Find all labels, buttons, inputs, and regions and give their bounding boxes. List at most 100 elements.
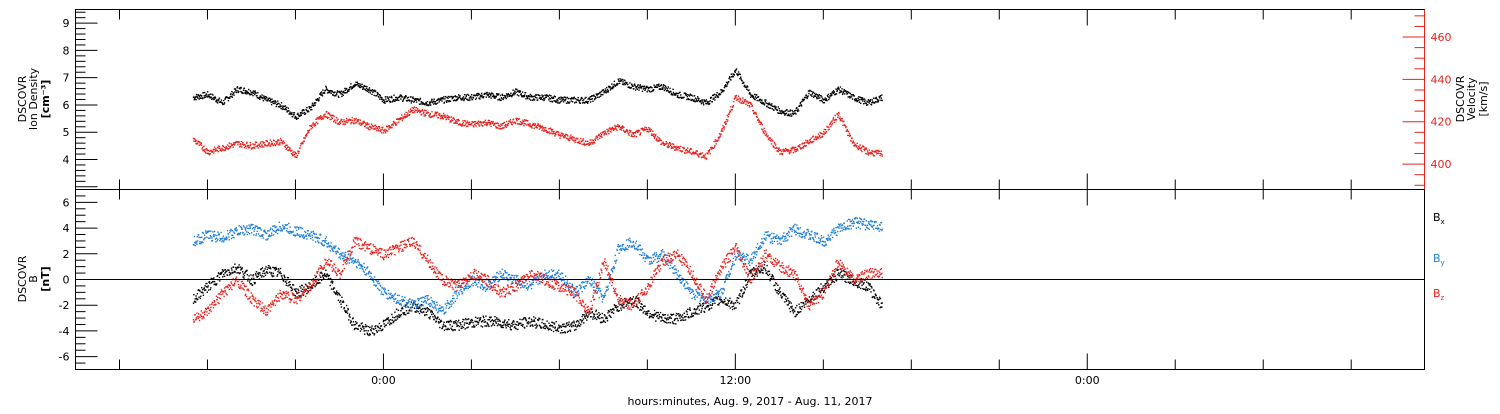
data-point [459,326,460,327]
data-point [866,287,867,288]
data-point [532,326,533,327]
data-point [663,143,664,144]
data-point [670,144,671,145]
data-point [816,289,817,290]
data-point [543,323,544,324]
data-point [477,123,478,124]
data-point [554,323,555,324]
data-point [669,92,670,93]
data-point [652,131,653,132]
data-point [295,288,296,289]
data-point [811,91,812,92]
data-point [301,291,302,292]
data-point [302,289,303,290]
data-point [814,93,815,94]
data-point [433,100,434,101]
data-point [279,144,280,145]
data-point [320,115,321,116]
data-point [617,309,618,310]
data-point [365,324,366,325]
data-point [594,142,595,143]
data-point [256,271,257,272]
data-point [568,324,569,325]
data-point [421,114,422,115]
data-point [619,78,620,79]
data-point [612,88,613,89]
data-point [285,105,286,106]
data-point [748,102,749,103]
data-point [228,145,229,146]
data-point [675,315,676,316]
data-point [482,125,483,126]
data-point [786,113,787,114]
data-point [617,124,618,125]
data-point [673,92,674,93]
data-point [694,308,695,309]
data-point [581,98,582,99]
data-point [443,96,444,97]
data-point [453,321,454,322]
data-point [639,130,640,131]
data-point [616,307,617,308]
data-point [870,291,871,292]
data-point [341,297,342,298]
data-point [764,262,765,263]
data-point [223,100,224,101]
data-point [491,121,492,122]
data-point [546,320,547,321]
data-point [389,96,390,97]
data-point [585,97,586,98]
data-point [420,110,421,111]
data-point [549,97,550,98]
data-point [687,94,688,95]
data-point [276,106,277,107]
data-point [739,293,740,294]
data-point [361,322,362,323]
data-point [664,317,665,318]
data-point [436,115,437,116]
data-point [819,94,820,95]
data-point [637,307,638,308]
data-point [455,329,456,330]
data-point [372,89,373,90]
data-point [747,105,748,106]
data-point [762,102,763,103]
data-point [432,312,433,313]
data-point [312,103,313,104]
data-point [469,99,470,100]
data-point [352,324,353,325]
data-point [216,99,217,100]
data-point [207,150,208,151]
data-point [313,105,314,106]
data-point [329,275,330,276]
data-point [464,125,465,126]
data-point [744,289,745,290]
data-point [513,321,514,322]
data-point [544,325,545,326]
data-point [299,286,300,287]
data-point [708,101,709,102]
data-point [634,135,635,136]
data-point [369,327,370,328]
data-point [446,321,447,322]
data-point [791,306,792,307]
data-point [814,293,815,294]
data-point [203,295,204,296]
data-point [552,101,553,102]
data-point [306,110,307,111]
data-point [513,119,514,120]
data-point [271,272,272,273]
data-point [548,99,549,100]
data-point [325,116,326,117]
data-point [693,315,694,316]
data-point [571,323,572,324]
data-point [347,122,348,123]
data-point [841,277,842,278]
data-point [512,124,513,125]
data-point [311,126,312,127]
data-point [551,97,552,98]
data-point [355,82,356,83]
data-point [473,97,474,98]
data-point [758,96,759,97]
data-point [550,95,551,96]
